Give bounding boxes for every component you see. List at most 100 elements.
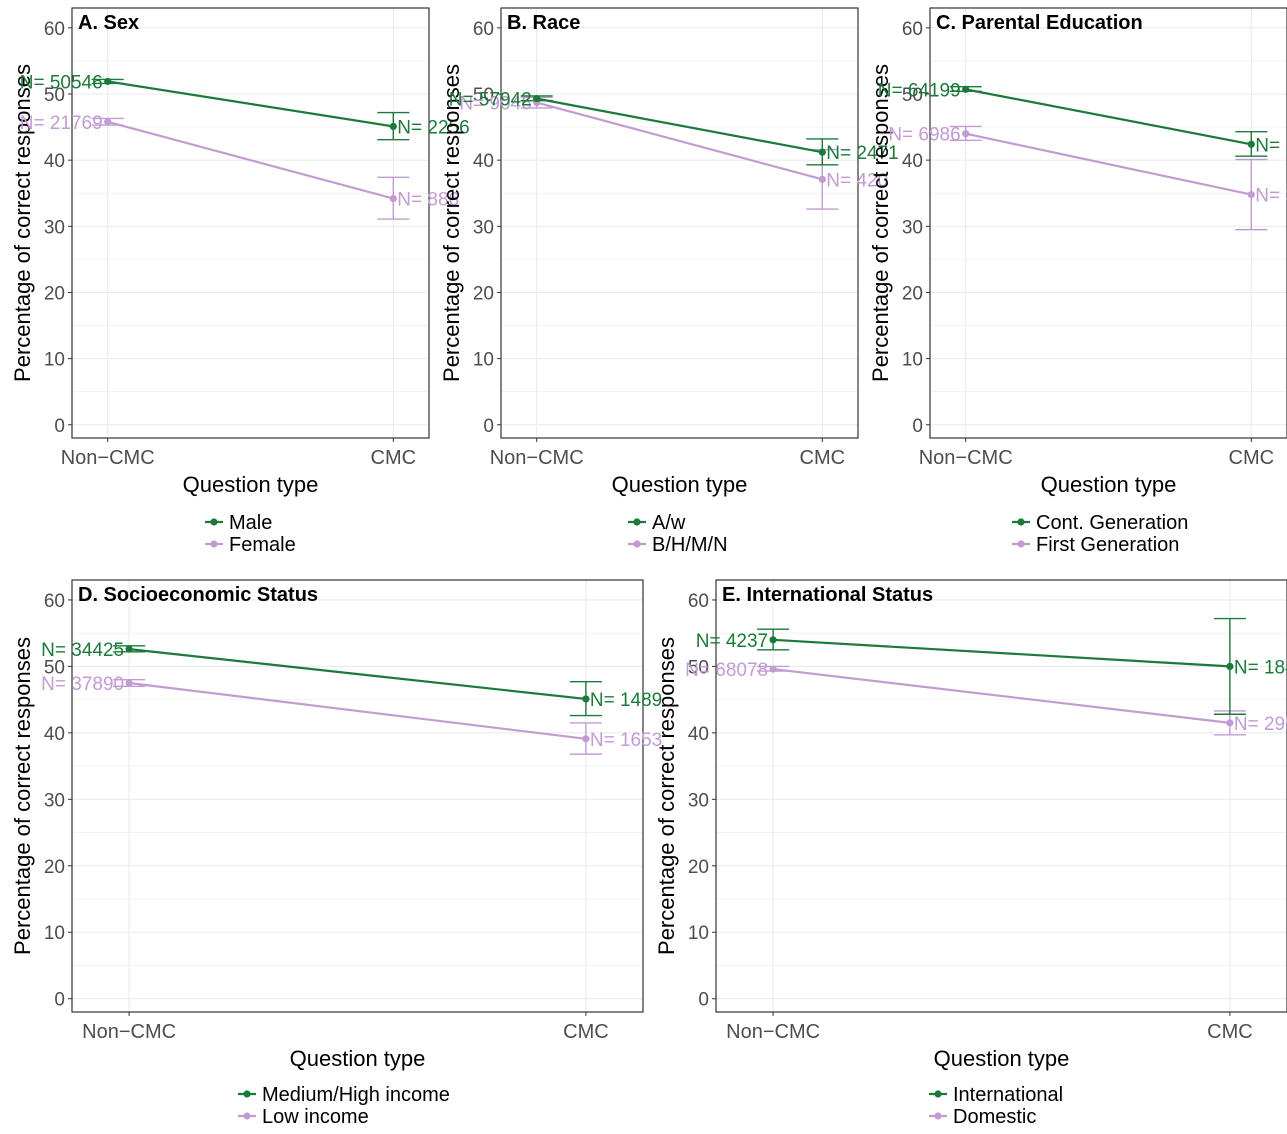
legend-key-point: [210, 518, 217, 525]
legend-item: International: [929, 1084, 1063, 1106]
legend-key-point: [1017, 518, 1024, 525]
n-label: N= 21769: [20, 113, 103, 134]
x-tick-label: Non−CMC: [61, 447, 155, 469]
data-point: [390, 195, 397, 202]
panel-title: D. Socioeconomic Status: [78, 584, 318, 606]
y-tick-label: 10: [688, 923, 709, 944]
x-tick-label: Non−CMC: [490, 447, 584, 469]
legend-item: B/H/M/N: [628, 534, 728, 556]
data-point: [582, 695, 589, 702]
panel-background: [501, 8, 858, 438]
panel-2: C. Parental Education 0 10 20 30 40 50 60 Non−CM…: [868, 8, 1287, 556]
x-tick-label: Non−CMC: [82, 1021, 176, 1043]
y-tick-label: 40: [473, 151, 494, 172]
y-axis-label: Percentage of correct responses: [10, 64, 35, 382]
panel-title: C. Parental Education: [936, 12, 1143, 34]
legend-item: Male: [205, 512, 272, 534]
y-tick-label: 10: [44, 350, 65, 371]
y-tick-label: 60: [44, 19, 65, 40]
x-axis-label: Question type: [1041, 472, 1177, 497]
panel-4: E. International Status 0 10 20 30 40 50 60 Non−…: [654, 580, 1287, 1128]
n-label: N= 64199: [878, 80, 961, 101]
y-tick-label: 20: [44, 283, 65, 304]
legend-key-point: [1017, 540, 1024, 547]
panel-1: B. Race 0 10 20 30 40 50 60 Non−CMC CMC Question t…: [439, 8, 899, 556]
x-axis-label: Question type: [290, 1046, 426, 1071]
legend-label: Cont. Generation: [1036, 512, 1188, 534]
y-tick-label: 30: [44, 217, 65, 238]
legend-key-point: [243, 1112, 250, 1119]
data-point: [770, 636, 777, 643]
data-point: [126, 679, 133, 686]
legend-item: First Generation: [1012, 534, 1179, 556]
n-label: N= 1489: [590, 690, 662, 711]
legend-key-point: [243, 1090, 250, 1097]
n-label: N= 68078: [685, 660, 768, 681]
y-tick-label: 0: [698, 990, 709, 1011]
y-axis-label: Percentage of correct responses: [654, 637, 679, 955]
y-tick-label: 40: [688, 724, 709, 745]
y-tick-label: 10: [473, 350, 494, 371]
n-label: N= 50546: [20, 72, 103, 93]
n-label: N= 2771: [1255, 135, 1287, 156]
data-point: [819, 149, 826, 156]
data-point: [1226, 663, 1233, 670]
data-point: [104, 78, 111, 85]
n-label: N= 57942: [449, 90, 532, 111]
data-point: [390, 123, 397, 130]
panel-title: B. Race: [507, 12, 580, 34]
y-tick-label: 0: [483, 416, 494, 437]
y-tick-label: 40: [44, 724, 65, 745]
legend-label: Low income: [262, 1106, 369, 1128]
y-tick-label: 30: [473, 217, 494, 238]
data-point: [126, 646, 133, 653]
data-point: [1248, 191, 1255, 198]
x-axis-label: Question type: [183, 472, 319, 497]
x-axis-label: Question type: [612, 472, 748, 497]
legend-item: Female: [205, 534, 296, 556]
panel-background: [716, 580, 1287, 1012]
x-axis-label: Question type: [934, 1046, 1070, 1071]
data-point: [962, 86, 969, 93]
legend-item: Low income: [238, 1106, 369, 1128]
data-point: [962, 130, 969, 137]
y-tick-label: 30: [902, 217, 923, 238]
legend-label: Male: [229, 512, 272, 534]
y-axis-label: Percentage of correct responses: [10, 637, 35, 955]
panel-0: A. Sex 0 10 20 30 40 50 60 Non−CMC CMC Question ty…: [10, 8, 470, 556]
x-tick-label: CMC: [371, 447, 417, 469]
n-label: N= 34425: [41, 640, 124, 661]
y-tick-label: 0: [912, 416, 923, 437]
legend-item: Medium/High income: [238, 1084, 450, 1106]
panel-background: [72, 8, 429, 438]
legend-label: A/w: [652, 512, 686, 534]
n-label: N= 6986: [888, 125, 960, 146]
x-tick-label: CMC: [563, 1021, 609, 1043]
legend-key-point: [633, 518, 640, 525]
y-tick-label: 0: [54, 416, 65, 437]
x-tick-label: CMC: [800, 447, 846, 469]
n-label: N= 184: [1234, 657, 1287, 678]
n-label: N= 4237: [696, 631, 768, 652]
n-label: N= 37890: [41, 674, 124, 695]
y-tick-label: 60: [902, 19, 923, 40]
x-tick-label: Non−CMC: [726, 1021, 820, 1043]
legend-label: International: [953, 1084, 1063, 1106]
data-point: [819, 176, 826, 183]
y-tick-label: 60: [688, 591, 709, 612]
y-tick-label: 60: [44, 591, 65, 612]
y-tick-label: 20: [688, 857, 709, 878]
legend-item: Domestic: [929, 1106, 1036, 1128]
data-point: [770, 665, 777, 672]
y-tick-label: 40: [902, 151, 923, 172]
panel-title: E. International Status: [722, 584, 933, 606]
y-tick-label: 40: [44, 151, 65, 172]
data-point: [582, 735, 589, 742]
y-tick-label: 20: [902, 283, 923, 304]
panel-background: [72, 580, 643, 1012]
y-tick-label: 0: [54, 990, 65, 1011]
legend-key-point: [210, 540, 217, 547]
panel-title: A. Sex: [78, 12, 139, 34]
legend-item: A/w: [628, 512, 686, 534]
